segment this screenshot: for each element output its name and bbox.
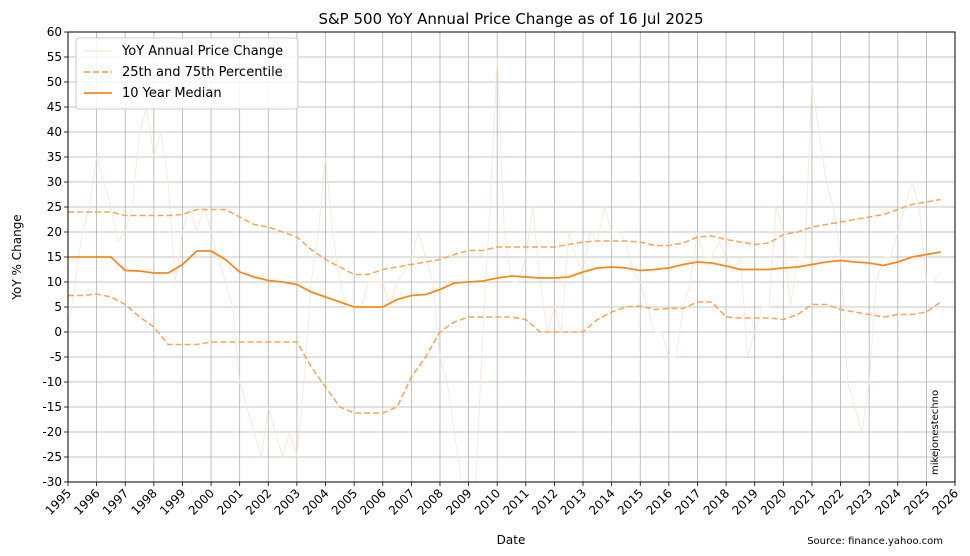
x-tick-label: 2012 [529, 486, 560, 517]
plot-frame [67, 31, 956, 483]
x-tick-label: 2009 [443, 486, 474, 517]
y-tick-label: -15 [42, 400, 62, 414]
x-tick-label: 2016 [643, 486, 674, 517]
y-tick-label: -30 [42, 475, 62, 489]
y-tick-label: 30 [47, 175, 62, 189]
y-tick-label: 60 [47, 25, 62, 39]
chart-title: S&P 500 YoY Annual Price Change as of 16… [318, 10, 703, 28]
x-tick-label: 1999 [157, 486, 188, 517]
x-tick-label: 2008 [415, 486, 446, 517]
x-tick-label: 2013 [558, 486, 589, 517]
x-tick-label: 2026 [930, 486, 961, 517]
y-tick-label: 5 [54, 300, 62, 314]
x-tick-label: 2011 [500, 486, 531, 517]
legend-label: YoY Annual Price Change [121, 44, 283, 59]
x-tick-label: 2018 [701, 486, 732, 517]
x-tick-label: 2019 [729, 486, 760, 517]
y-tick-label: 40 [47, 125, 62, 139]
x-tick-label: 2000 [186, 486, 217, 517]
x-tick-label: 2023 [844, 486, 875, 517]
source-note: Source: finance.yahoo.com [807, 536, 943, 547]
y-tick-label: 25 [47, 200, 62, 214]
y-tick-label: -25 [42, 450, 62, 464]
x-tick-label: 2010 [472, 486, 503, 517]
y-tick-label: 50 [47, 75, 62, 89]
legend-box [75, 37, 299, 110]
x-tick-label: 2004 [300, 486, 331, 517]
y-axis-label: YoY % Change [10, 214, 24, 300]
x-tick-label: 2017 [672, 486, 703, 517]
y-tick-label: 55 [47, 50, 62, 64]
y-tick-label: 15 [47, 250, 62, 264]
x-tick-label: 2003 [272, 486, 303, 517]
legend-label: 10 Year Median [122, 86, 222, 101]
x-tick-label: 2014 [586, 486, 617, 517]
y-tick-label: 45 [47, 100, 62, 114]
x-tick-label: 2020 [758, 486, 789, 517]
y-tick-label: 0 [54, 325, 62, 339]
data-line [68, 293, 942, 414]
x-tick-label: 1996 [71, 486, 102, 517]
x-tick-label: 2025 [901, 486, 932, 517]
x-tick-label: 1998 [128, 486, 159, 517]
data-line [68, 250, 941, 308]
y-tick-label: -20 [42, 425, 62, 439]
data-line [68, 198, 941, 276]
x-tick-label: 2024 [872, 486, 903, 517]
x-tick-label: 2002 [243, 486, 274, 517]
y-tick-label: 10 [47, 275, 62, 289]
x-tick-label: 2005 [329, 486, 360, 517]
y-tick-label: 20 [47, 225, 62, 239]
x-tick-label: 2006 [357, 486, 388, 517]
y-tick-label: -10 [42, 375, 62, 389]
watermark: mikejonestechno [930, 390, 941, 475]
x-tick-label: 2015 [615, 486, 646, 517]
legend-label: 25th and 75th Percentile [122, 65, 283, 80]
x-axis-label: Date [497, 533, 526, 547]
x-tick-label: 2001 [214, 486, 245, 517]
y-tick-label: 35 [47, 150, 62, 164]
x-tick-label: 2007 [386, 486, 417, 517]
x-tick-label: 1995 [43, 486, 74, 517]
x-tick-label: 2022 [815, 486, 846, 517]
y-tick-label: -5 [50, 350, 62, 364]
x-tick-label: 2021 [787, 486, 818, 517]
x-tick-label: 1997 [100, 486, 131, 517]
data-line [68, 56, 942, 482]
plot-area [68, 56, 942, 482]
